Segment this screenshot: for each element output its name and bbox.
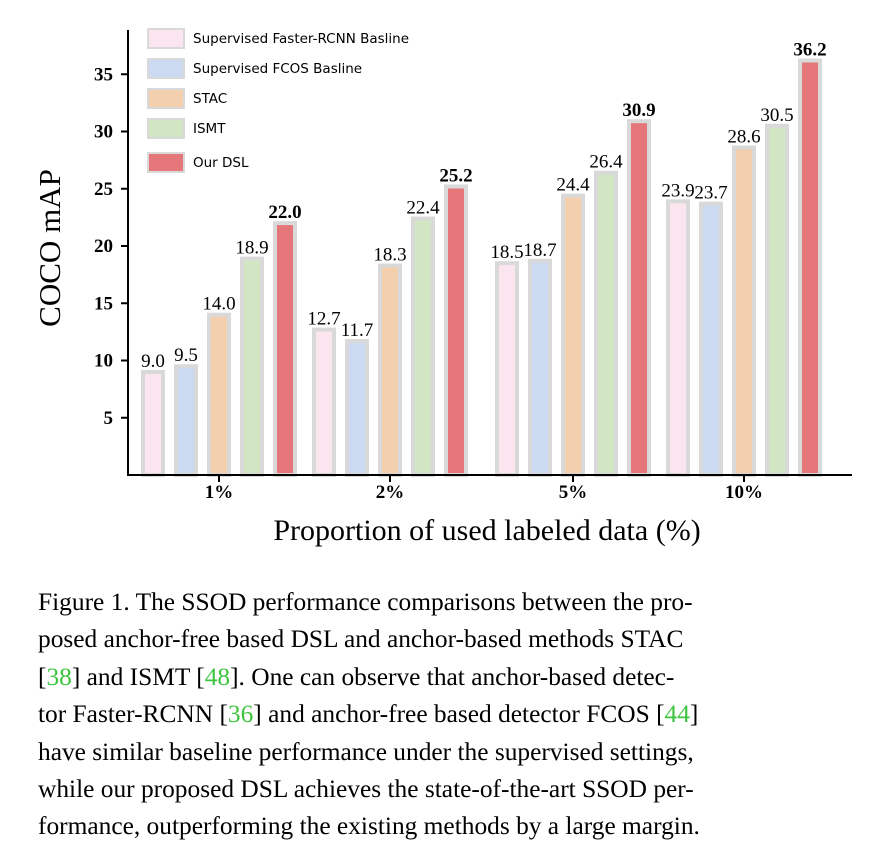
caption-line: while our proposed DSL achieves the stat… — [38, 775, 694, 804]
bar-value-label: 30.9 — [622, 100, 655, 121]
legend-label: Supervised Faster-RCNN Basline — [193, 31, 409, 47]
legend-swatch — [147, 58, 185, 79]
bar — [378, 263, 402, 477]
bar — [273, 221, 297, 477]
legend-label: Supervised FCOS Basline — [193, 61, 362, 77]
bar-value-label: 22.0 — [268, 202, 301, 223]
caption-line: Figure 1. The SSOD performance compariso… — [38, 588, 693, 616]
bar-value-label: 18.7 — [523, 240, 556, 261]
y-tick-label: 5 — [104, 408, 114, 429]
legend-swatch — [147, 28, 185, 49]
y-tick-label: 20 — [94, 236, 113, 257]
caption-text: ]. One can observe that anchor-based det… — [230, 662, 675, 691]
bar-value-label: 12.7 — [307, 309, 340, 330]
bar — [174, 364, 198, 478]
legend: Supervised Faster-RCNN Basline Supervised… — [147, 28, 409, 173]
bar-value-label: 11.7 — [341, 320, 374, 341]
bar — [798, 58, 822, 477]
y-tick-label: 30 — [94, 122, 113, 143]
bar — [561, 193, 585, 477]
legend-swatch — [147, 88, 185, 109]
y-tick-label: 25 — [94, 179, 113, 200]
bar — [732, 145, 756, 477]
bar-value-label: 26.4 — [589, 152, 623, 173]
bar — [240, 256, 264, 477]
caption-line: formance, outperforming the existing met… — [38, 812, 700, 841]
caption-text: ] and ISMT [ — [71, 662, 205, 691]
bar-value-label: 30.5 — [760, 105, 793, 126]
bar-value-label: 9.0 — [141, 351, 165, 372]
bar — [528, 258, 552, 478]
bar-value-label: 22.4 — [406, 198, 440, 219]
bar-value-label: 18.5 — [490, 242, 523, 263]
bar-value-label: 18.3 — [373, 244, 406, 265]
legend-swatch — [147, 152, 185, 173]
y-tick-label: 35 — [94, 64, 113, 85]
citation-link[interactable]: 48 — [204, 662, 231, 691]
caption-line: have similar baseline performance under … — [38, 737, 694, 766]
bar-labels-group: 9.0 12.7 18.5 23.9 9.5 11.7 18.7 23.7 14.0 18.3 24… — [141, 40, 827, 372]
citation-link[interactable]: 38 — [46, 662, 72, 691]
bar-value-label: 36.2 — [793, 40, 826, 61]
caption-text: ] and anchor-free based detector FCOS [ — [253, 700, 665, 729]
bar — [699, 201, 723, 477]
legend-swatch — [147, 118, 185, 139]
bar — [666, 199, 690, 477]
caption-line: posed anchor-free based DSL and anchor-b… — [38, 625, 684, 654]
bar-value-label: 23.7 — [694, 183, 727, 204]
caption-line: tor Faster-RCNN [36] and anchor-free bas… — [38, 696, 850, 733]
legend-label: Our DSL — [193, 155, 249, 171]
y-ticks-group: 5 10 15 20 25 30 35 — [94, 64, 128, 429]
x-tick-label: 10% — [725, 482, 763, 503]
bar-value-label: 23.9 — [661, 180, 694, 201]
caption-text: tor Faster-RCNN [ — [38, 700, 228, 729]
bar-value-label: 14.0 — [202, 294, 235, 315]
legend-label: STAC — [193, 91, 227, 107]
bar — [207, 312, 231, 478]
bar-value-label: 18.9 — [235, 238, 268, 259]
bar-value-label: 25.2 — [439, 165, 472, 186]
bar — [594, 170, 618, 477]
caption-line: [38] and ISMT [48]. One can observe that… — [38, 659, 850, 696]
caption-text: [ — [38, 662, 47, 691]
y-axis-label: COCO mAP — [32, 169, 67, 327]
caption-text: ] — [689, 700, 699, 729]
bar — [345, 339, 369, 477]
x-axis-label: Proportion of used labeled data (%) — [273, 514, 700, 547]
bar-value-label: 24.4 — [556, 175, 590, 196]
bar — [444, 184, 468, 478]
figure-caption: Figure 1. The SSOD performance compariso… — [38, 584, 850, 846]
bar — [627, 119, 651, 477]
axes-group — [127, 30, 852, 476]
bar-value-label: 28.6 — [727, 127, 760, 148]
bar — [495, 261, 519, 477]
x-tick-label: 5% — [559, 482, 588, 503]
y-tick-label: 15 — [94, 293, 113, 314]
x-ticks-group: 1% 2% 5% 10% — [205, 475, 763, 503]
bar — [765, 123, 789, 478]
x-tick-label: 1% — [205, 482, 234, 503]
legend-label: ISMT — [193, 121, 226, 137]
bar — [312, 327, 336, 477]
y-tick-label: 10 — [94, 351, 113, 372]
citation-link[interactable]: 36 — [227, 700, 254, 729]
bar — [411, 216, 435, 478]
bar-chart: 9.0 12.7 18.5 23.9 9.5 11.7 18.7 23.7 14.0 18.3 24… — [32, 28, 852, 547]
bar-value-label: 9.5 — [174, 345, 198, 366]
citation-link[interactable]: 44 — [664, 700, 690, 729]
x-tick-label: 2% — [376, 482, 405, 503]
bar — [141, 369, 165, 478]
bars-group — [141, 58, 822, 478]
